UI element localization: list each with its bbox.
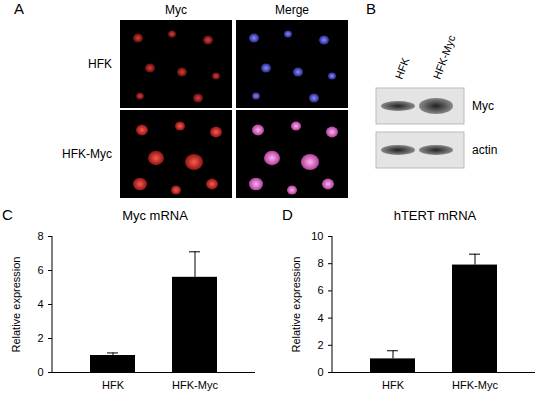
svg-text:2: 2 [37,332,43,344]
svg-text:Myc: Myc [165,3,187,17]
svg-text:Relative expression: Relative expression [10,257,22,353]
svg-text:HFK-Myc: HFK-Myc [452,379,498,391]
svg-text:10: 10 [311,230,323,242]
svg-text:2: 2 [317,339,323,351]
svg-text:B: B [366,0,376,17]
html-text:D: D [282,206,293,223]
svg-text:A: A [14,0,24,17]
svg-text:8: 8 [37,230,43,242]
svg-text:HFK: HFK [88,57,112,71]
svg-text:Myc: Myc [472,99,494,113]
svg-text:Relative expression: Relative expression [290,257,302,353]
svg-text:Merge: Merge [275,3,309,17]
svg-text:4: 4 [37,298,43,310]
svg-text:4: 4 [317,312,323,324]
svg-text:0: 0 [37,366,43,378]
svg-text:HFK: HFK [102,379,125,391]
svg-text:HFK: HFK [382,379,405,391]
svg-text:8: 8 [317,257,323,269]
svg-text:actin: actin [472,143,497,157]
svg-text:6: 6 [37,264,43,276]
svg-text:HFK-Myc: HFK-Myc [62,147,112,161]
html-text:C: C [2,206,13,223]
svg-text:0: 0 [317,366,323,378]
svg-text:HFK-Myc: HFK-Myc [431,33,458,81]
svg-text:HFK: HFK [393,55,412,80]
html-text:Myc mRNA: Myc mRNA [122,208,188,223]
svg-text:HFK-Myc: HFK-Myc [172,379,218,391]
html-text:hTERT mRNA: hTERT mRNA [393,208,477,223]
svg-text:6: 6 [317,284,323,296]
